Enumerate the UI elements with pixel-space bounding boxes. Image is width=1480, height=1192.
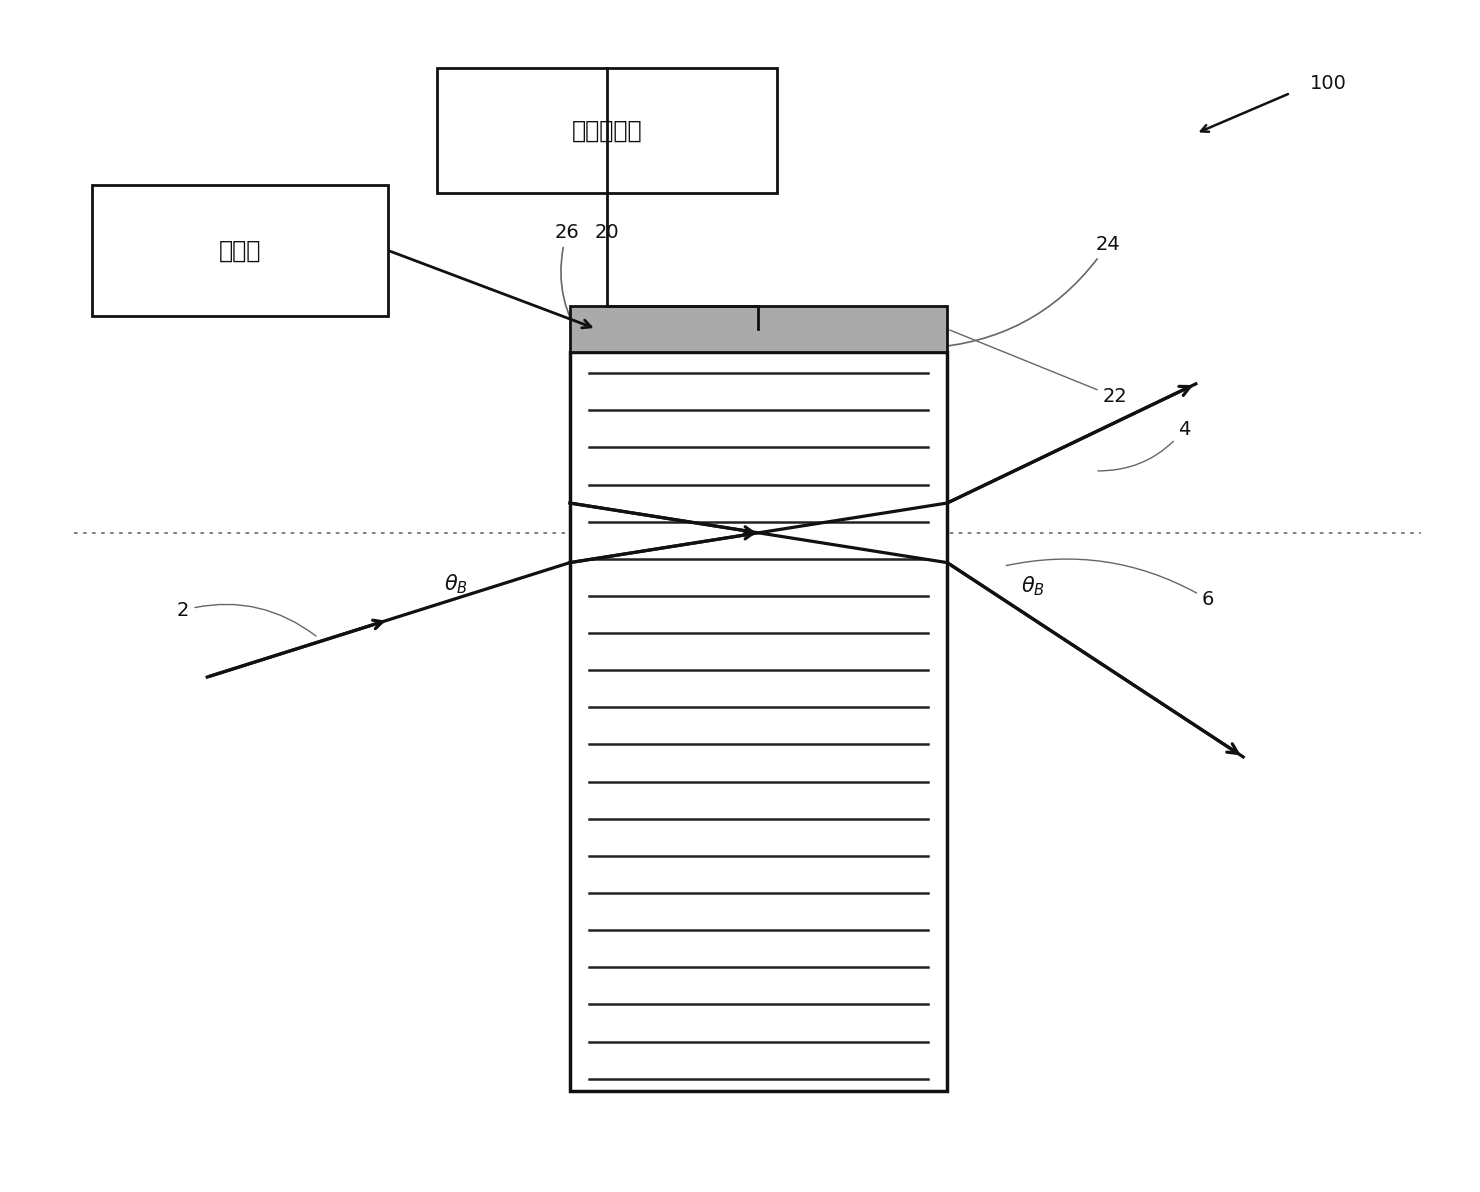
Text: 6: 6 xyxy=(1006,559,1214,609)
Bar xyxy=(92,185,388,316)
Text: 24: 24 xyxy=(928,235,1120,348)
Text: 20: 20 xyxy=(595,223,619,242)
Text: 22: 22 xyxy=(950,330,1128,406)
Text: 换能器: 换能器 xyxy=(219,238,260,262)
Text: $\theta_B$: $\theta_B$ xyxy=(1021,575,1045,598)
Bar xyxy=(437,68,777,193)
Text: 4: 4 xyxy=(1098,420,1190,471)
Text: 2: 2 xyxy=(178,601,317,637)
Text: 射频信号源: 射频信号源 xyxy=(571,118,642,143)
Text: 26: 26 xyxy=(555,223,586,346)
Text: $\theta_B$: $\theta_B$ xyxy=(444,572,468,596)
Text: 100: 100 xyxy=(1310,74,1347,93)
Bar xyxy=(570,306,947,352)
Bar xyxy=(570,352,947,1091)
